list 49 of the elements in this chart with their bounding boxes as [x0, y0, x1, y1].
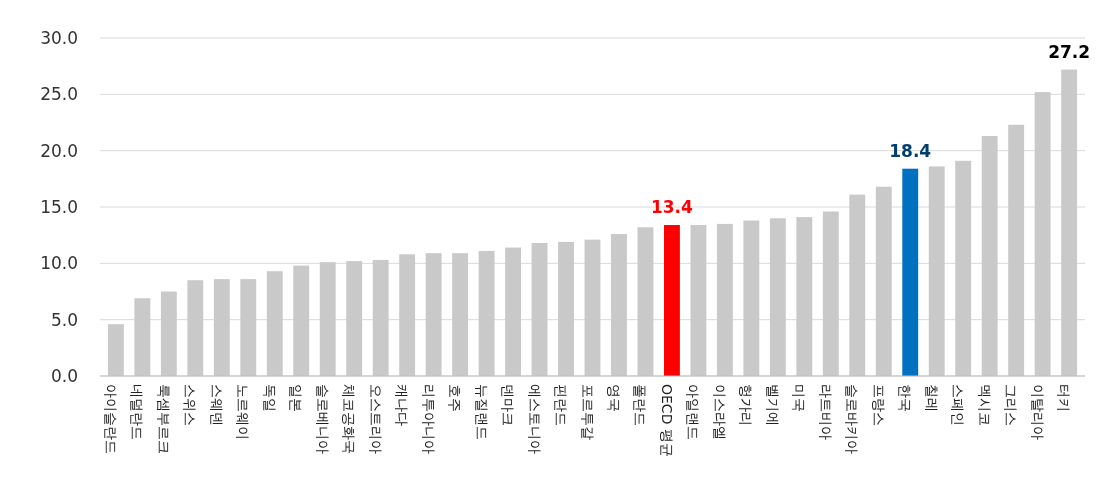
x-tick-label: 리투아니아 [420, 384, 437, 454]
y-tick-label: 15.0 [40, 196, 78, 217]
x-tick-label: 멕시코 [976, 384, 993, 426]
x-tick-label: 네덜란드 [129, 384, 146, 440]
x-tick-label: 라트비아 [817, 384, 834, 440]
x-tick-label: 캐나다 [394, 384, 411, 426]
x-tick-label: 일본 [288, 384, 305, 412]
bar [902, 168, 919, 376]
x-tick-label: 헝가리 [738, 384, 755, 426]
x-tick-label: 스위스 [182, 384, 199, 426]
x-tick-label: 슬로바키아 [844, 384, 861, 454]
x-tick-label: 포르투갈 [579, 384, 596, 440]
x-tick-label: 덴마크 [500, 384, 517, 426]
x-tick-label: 이탈리아 [1029, 384, 1046, 440]
x-tick-label: 독일 [261, 384, 278, 412]
x-tick-label: 영국 [605, 384, 622, 412]
y-tick-label: 10.0 [40, 253, 78, 274]
x-tick-label: 스웨덴 [208, 384, 225, 426]
x-tick-label: 오스트리아 [367, 384, 384, 454]
x-tick-label: 에스토니아 [526, 384, 543, 454]
x-tick-label: 프랑스 [870, 384, 887, 426]
x-tick-label: 슬로베니아 [314, 384, 331, 454]
x-tick-label: 폴란드 [632, 384, 649, 426]
data-label: 27.2 [1048, 41, 1091, 62]
x-tick-label: 그리스 [1003, 384, 1020, 426]
y-tick-label: 0.0 [50, 365, 78, 386]
bar [663, 225, 680, 376]
x-tick-label: 미국 [791, 384, 808, 412]
x-tick-label: 아이슬란드 [102, 384, 119, 454]
x-tick-label: 한국 [897, 384, 914, 412]
x-tick-label: 노르웨이 [235, 384, 252, 440]
x-tick-label: 아일랜드 [685, 384, 702, 440]
x-tick-label: 칠레 [923, 384, 940, 412]
x-tick-label: 벨기에 [764, 384, 781, 426]
y-tick-label: 20.0 [40, 140, 78, 161]
x-tick-label: 뉴질랜드 [473, 384, 490, 440]
data-label: 13.4 [650, 197, 694, 218]
x-tick-label: 이스라엘 [711, 384, 728, 440]
data-label: 18.4 [889, 140, 932, 161]
y-tick-label: 25.0 [40, 84, 78, 105]
x-tick-label: 핀란드 [553, 384, 570, 426]
x-tick-label: OECD 평균 [658, 384, 675, 457]
x-tick-label: 룩셈부르크 [155, 384, 172, 454]
x-tick-label: 터키 [1056, 384, 1073, 412]
x-tick-label: 스페인 [950, 384, 967, 426]
x-tick-label: 체코공화국 [341, 384, 358, 454]
y-tick-label: 5.0 [50, 309, 78, 330]
y-tick-label: 30.0 [40, 27, 78, 48]
x-tick-label: 호주 [447, 384, 464, 412]
